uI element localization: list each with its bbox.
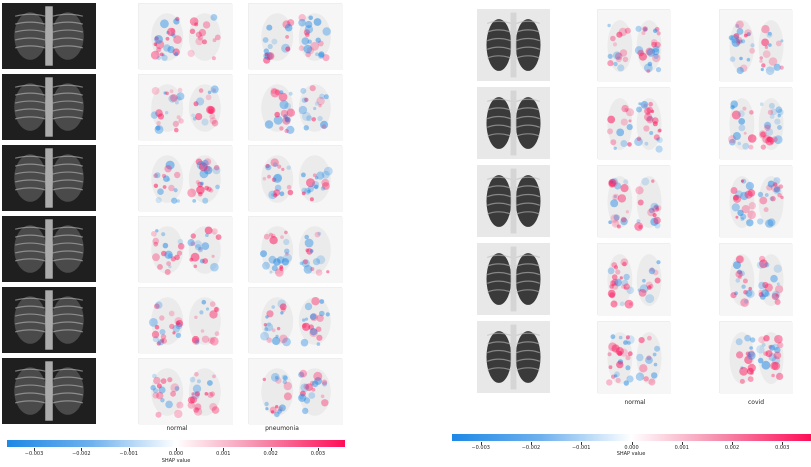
right-colorbar-tick-mark xyxy=(681,442,683,445)
right-xray-image-row5 xyxy=(477,321,550,393)
left-shap-heatmap-row6-class1 xyxy=(138,358,233,425)
right-shap-heatmap-row2-class1 xyxy=(597,87,671,160)
right-shap-colorbar xyxy=(452,434,811,441)
left-shap-heatmap-row3-class1 xyxy=(138,145,233,212)
right-xray-image-row1 xyxy=(477,9,550,81)
left-colorbar-tick-mark xyxy=(270,448,272,451)
left-xray-image-row1 xyxy=(2,3,96,69)
right-colorbar-tick-label: 0.003 xyxy=(775,445,790,451)
left-shap-heatmap-row1-class1 xyxy=(138,3,233,70)
left-colorbar-axis-label: SHAP value xyxy=(161,458,191,464)
right-colorbar-tick-mark xyxy=(631,442,633,445)
left-xray-image-row3 xyxy=(2,145,96,211)
right-xray-image-row3 xyxy=(477,165,550,237)
left-shap-heatmap-row5-class1 xyxy=(138,287,233,354)
right-colorbar-tick-label: 0.002 xyxy=(724,445,740,451)
left-shap-colorbar xyxy=(7,440,345,447)
left-xray-image-row5 xyxy=(2,287,96,353)
right-shap-heatmap-row1-class1 xyxy=(597,9,671,82)
left-colorbar-tick-label: −0.001 xyxy=(119,451,138,457)
right-colorbar-tick-mark xyxy=(480,442,482,445)
right-colorbar-tick-label: 0.000 xyxy=(624,445,639,451)
right-shap-heatmap-row3-class2 xyxy=(719,165,793,238)
left-colorbar-tick-mark xyxy=(176,448,177,451)
right-class-label-normal: normal xyxy=(624,399,646,406)
left-class-label-pneumonia: pneumonia xyxy=(265,425,299,432)
left-colorbar-tick-mark xyxy=(128,448,130,451)
left-colorbar-tick-mark xyxy=(223,448,225,451)
left-colorbar-tick-label: 0.001 xyxy=(216,451,231,457)
right-class-label-covid: covid xyxy=(748,399,764,406)
right-colorbar-tick-mark xyxy=(530,442,532,445)
right-colorbar-axis-label: SHAP value xyxy=(616,451,646,457)
right-shap-heatmap-row1-class2 xyxy=(719,9,793,82)
right-shap-heatmap-row4-class1 xyxy=(597,243,671,316)
left-shap-heatmap-row2-class1 xyxy=(138,74,233,141)
left-shap-heatmap-row3-class2 xyxy=(248,145,343,212)
left-class-label-normal: normal xyxy=(166,425,188,432)
right-xray-image-row4 xyxy=(477,243,550,315)
left-colorbar-tick-label: 0.002 xyxy=(263,451,278,457)
left-colorbar-tick-mark xyxy=(34,448,36,451)
left-xray-image-row2 xyxy=(2,74,96,140)
right-colorbar-tick-label: 0.001 xyxy=(674,445,689,451)
left-shap-heatmap-row4-class2 xyxy=(248,216,343,283)
left-colorbar-tick-mark xyxy=(81,448,83,451)
left-xray-image-row6 xyxy=(2,358,96,424)
right-shap-heatmap-row5-class1 xyxy=(597,321,671,394)
left-colorbar-tick-mark xyxy=(317,448,319,451)
left-shap-heatmap-row4-class1 xyxy=(138,216,233,283)
left-xray-image-row4 xyxy=(2,216,96,282)
left-colorbar-tick-label: 0.000 xyxy=(168,451,184,457)
right-colorbar-tick-mark xyxy=(732,442,734,445)
right-colorbar-tick-label: −0.003 xyxy=(471,445,490,451)
right-shap-heatmap-row4-class2 xyxy=(719,243,793,316)
left-shap-heatmap-row2-class2 xyxy=(248,74,343,141)
left-shap-heatmap-row6-class2 xyxy=(248,358,343,425)
left-colorbar-tick-label: 0.003 xyxy=(310,451,326,457)
right-shap-heatmap-row2-class2 xyxy=(719,87,793,160)
right-shap-heatmap-row5-class2 xyxy=(719,321,793,394)
right-colorbar-tick-label: −0.001 xyxy=(571,445,591,451)
left-shap-heatmap-row1-class2 xyxy=(248,3,343,70)
left-shap-heatmap-row5-class2 xyxy=(248,287,343,354)
right-colorbar-tick-mark xyxy=(782,442,784,445)
right-shap-heatmap-row3-class1 xyxy=(597,165,671,238)
right-colorbar-tick-label: −0.002 xyxy=(521,445,541,451)
right-xray-image-row2 xyxy=(477,87,550,159)
left-colorbar-tick-label: −0.002 xyxy=(72,451,91,457)
right-colorbar-tick-mark xyxy=(581,442,583,445)
left-colorbar-tick-label: −0.003 xyxy=(24,451,44,457)
